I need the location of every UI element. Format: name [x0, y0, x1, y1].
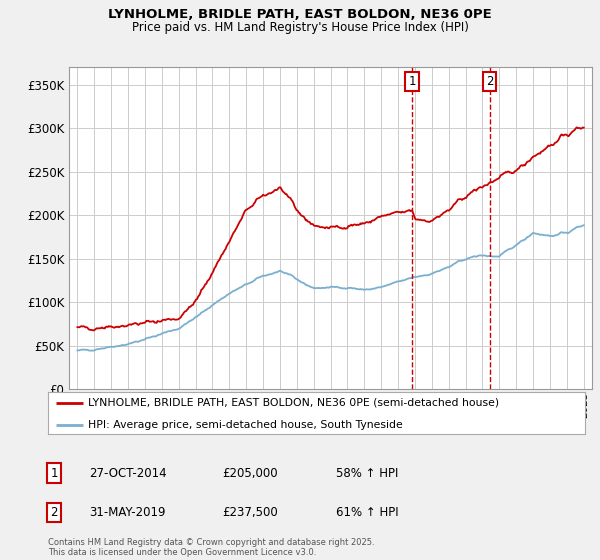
Text: 27-OCT-2014: 27-OCT-2014 [89, 466, 166, 480]
Text: 1: 1 [50, 466, 58, 480]
Text: HPI: Average price, semi-detached house, South Tyneside: HPI: Average price, semi-detached house,… [88, 420, 403, 430]
Text: LYNHOLME, BRIDLE PATH, EAST BOLDON, NE36 0PE (semi-detached house): LYNHOLME, BRIDLE PATH, EAST BOLDON, NE36… [88, 398, 499, 408]
Text: £205,000: £205,000 [222, 466, 278, 480]
Text: 58% ↑ HPI: 58% ↑ HPI [336, 466, 398, 480]
Text: 1: 1 [408, 75, 416, 88]
Text: £237,500: £237,500 [222, 506, 278, 519]
Text: Price paid vs. HM Land Registry's House Price Index (HPI): Price paid vs. HM Land Registry's House … [131, 21, 469, 34]
Text: 61% ↑ HPI: 61% ↑ HPI [336, 506, 398, 519]
Text: 31-MAY-2019: 31-MAY-2019 [89, 506, 166, 519]
Text: LYNHOLME, BRIDLE PATH, EAST BOLDON, NE36 0PE: LYNHOLME, BRIDLE PATH, EAST BOLDON, NE36… [108, 8, 492, 21]
Text: 2: 2 [486, 75, 493, 88]
Text: 2: 2 [50, 506, 58, 519]
Text: Contains HM Land Registry data © Crown copyright and database right 2025.
This d: Contains HM Land Registry data © Crown c… [48, 538, 374, 557]
